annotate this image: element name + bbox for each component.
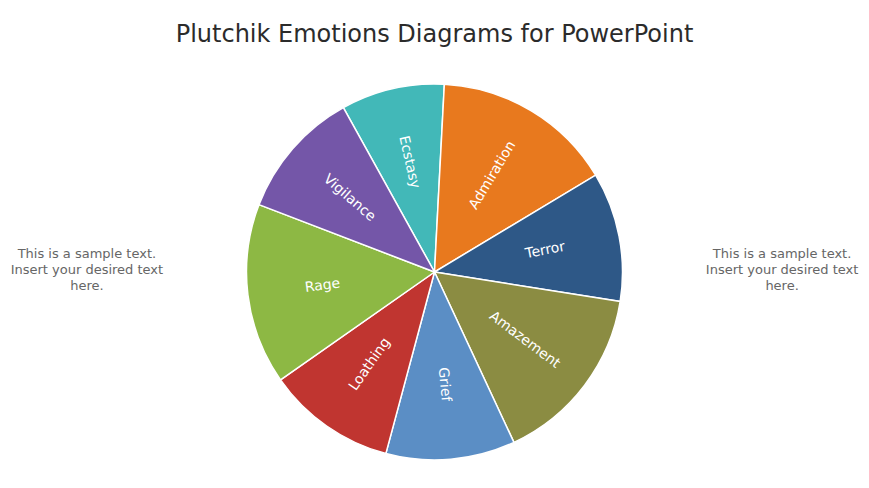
slice-label: Loathing (345, 334, 393, 393)
slice (259, 108, 435, 272)
slice-label: Vigilance (321, 170, 379, 224)
pie: Ecstasy Admiration Terror Amazement Grief Loa… (247, 84, 623, 460)
slice-label: Rage (304, 275, 341, 295)
annotation: This is a sample text.Insert your desire… (706, 246, 859, 293)
slice-label: Ecstasy (396, 134, 424, 190)
chart: Plutchik Emotions Diagrams for PowerPoin… (0, 0, 869, 488)
slice-label: Admiration (465, 138, 518, 212)
title: Plutchik Emotions Diagrams for PowerPoin… (176, 20, 694, 48)
slice-label: Amazement (487, 307, 564, 371)
slice-label: Terror (523, 238, 567, 262)
annotation: This is a sample text.Insert your desire… (11, 246, 164, 293)
slice-label: Grief (436, 367, 455, 403)
